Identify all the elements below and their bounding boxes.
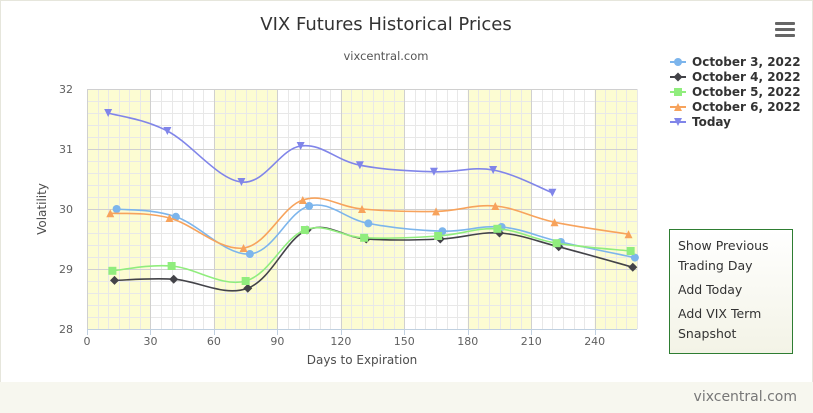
data-point	[305, 202, 314, 210]
data-point	[298, 196, 307, 204]
data-point	[550, 218, 559, 227]
chart-legend: October 3, 2022 October 4, 2022 October 5,…	[670, 54, 810, 129]
legend-label: October 3, 2022	[692, 55, 801, 69]
data-point	[628, 262, 638, 272]
y-tick-label: 28	[59, 323, 73, 336]
data-point	[239, 244, 248, 252]
x-tick-label: 90	[270, 335, 284, 348]
data-point	[237, 178, 246, 186]
y-tick-label: 30	[59, 203, 73, 216]
legend-symbol	[670, 58, 686, 66]
legend-symbol	[670, 88, 686, 96]
legend-item[interactable]: October 4, 2022	[670, 69, 810, 84]
data-point	[300, 226, 309, 234]
x-axis-title: Days to Expiration	[307, 353, 418, 367]
x-tick-label: 120	[330, 335, 351, 348]
x-tick-label: 240	[584, 335, 605, 348]
data-point	[434, 232, 443, 240]
data-point	[491, 202, 500, 210]
data-point	[626, 247, 635, 255]
y-axis-title: Volatility	[35, 183, 49, 235]
series-group	[104, 109, 557, 197]
data-point	[360, 233, 369, 242]
add-today-button[interactable]: Add Today	[678, 282, 743, 297]
legend-item[interactable]: October 5, 2022	[670, 84, 810, 99]
legend-symbol	[670, 103, 686, 111]
data-point	[163, 127, 172, 135]
y-tick-label: 31	[59, 143, 73, 156]
data-point	[165, 214, 174, 222]
data-point	[112, 205, 121, 213]
y-tick-label: 29	[59, 263, 73, 276]
data-point	[493, 224, 502, 233]
menu-bar	[775, 22, 795, 25]
menu-bar	[775, 34, 795, 37]
legend-symbol	[670, 118, 686, 126]
data-point	[296, 142, 305, 150]
data-point	[104, 109, 113, 117]
data-point	[243, 283, 253, 293]
data-point	[630, 253, 639, 262]
hamburger-icon[interactable]	[775, 22, 795, 38]
data-point	[552, 239, 561, 248]
x-tick-label: 60	[207, 335, 221, 348]
legend-label: October 6, 2022	[692, 100, 801, 114]
legend-label: October 4, 2022	[692, 70, 801, 84]
data-point	[624, 230, 633, 239]
legend-item[interactable]: Today	[670, 114, 810, 129]
x-tick-label: 150	[394, 335, 415, 348]
y-tick-label: 32	[59, 83, 73, 96]
series-group	[108, 224, 635, 285]
x-tick-label: 30	[143, 335, 157, 348]
data-point	[432, 207, 441, 216]
legend-item[interactable]: October 6, 2022	[670, 99, 810, 114]
data-point	[110, 275, 119, 285]
data-point	[355, 161, 364, 170]
footer-band	[0, 382, 813, 413]
legend-marker	[674, 88, 682, 96]
legend-marker	[674, 58, 682, 66]
data-point	[489, 166, 498, 174]
side-menu: Show Previous Trading Day Add Today Add …	[669, 229, 793, 354]
x-tick-label: 180	[457, 335, 478, 348]
data-point	[241, 277, 250, 285]
credit-text[interactable]: vixcentral.com	[693, 389, 797, 405]
data-point	[169, 274, 179, 284]
add-vix-term-snapshot-button[interactable]: Add VIX Term Snapshot	[678, 306, 762, 341]
data-point	[167, 262, 176, 270]
legend-label: October 5, 2022	[692, 85, 801, 99]
legend-label: Today	[692, 115, 731, 129]
legend-marker	[674, 103, 682, 111]
data-point	[245, 250, 254, 258]
menu-bar	[775, 28, 795, 31]
legend-marker	[674, 118, 682, 126]
chart-subtitle: vixcentral.com	[343, 49, 429, 63]
show-previous-trading-day-button[interactable]: Show Previous Trading Day	[678, 238, 769, 273]
data-point	[106, 209, 115, 218]
x-tick-label: 0	[84, 335, 91, 348]
series-line	[107, 112, 553, 194]
data-point	[364, 219, 373, 228]
series-line	[110, 197, 629, 249]
chart-title: VIX Futures Historical Prices	[260, 14, 512, 35]
legend-item[interactable]: October 3, 2022	[670, 54, 810, 69]
data-point	[358, 205, 366, 213]
data-point	[108, 266, 117, 275]
data-point	[548, 188, 557, 197]
x-tick-label: 210	[521, 335, 542, 348]
series-group	[106, 196, 633, 252]
data-point	[429, 167, 438, 176]
legend-marker	[673, 72, 683, 82]
legend-symbol	[670, 72, 686, 82]
